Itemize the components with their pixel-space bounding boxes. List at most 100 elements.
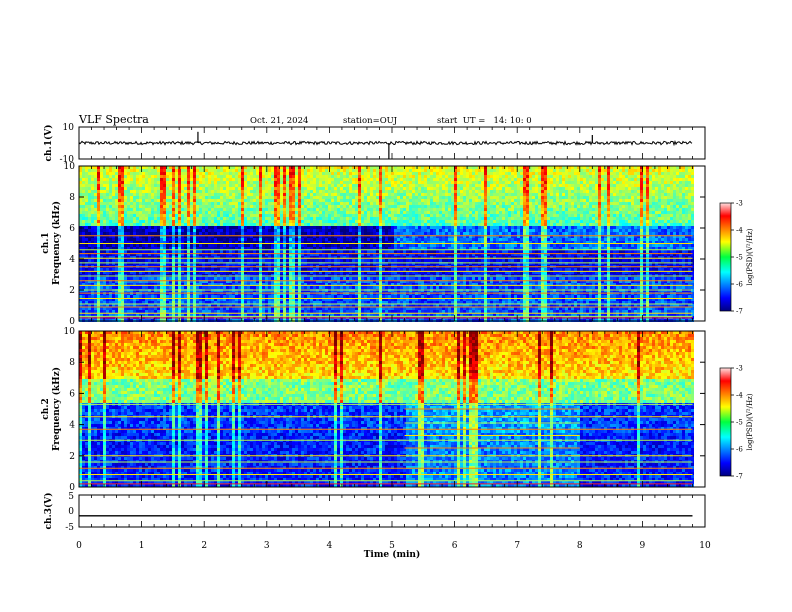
spectrogram-cell (328, 226, 331, 229)
spectrogram-cell (337, 244, 340, 247)
spectrogram-cell (319, 169, 322, 172)
spectrogram-cell (187, 175, 190, 178)
spectrogram-cell (214, 178, 217, 181)
spectrogram-cell (298, 223, 301, 226)
spectrogram-cell (118, 181, 121, 184)
spectrogram-cell (112, 184, 115, 187)
spectrogram-cell (214, 229, 217, 232)
spectrogram-cell (355, 184, 358, 187)
spectrogram-cell (319, 205, 322, 208)
spectrogram-cell (157, 229, 160, 232)
spectrogram-cell (196, 223, 199, 226)
spectrogram-cell (301, 220, 304, 223)
spectrogram-cell (313, 178, 316, 181)
spectrogram-cell (124, 238, 127, 241)
spectrogram-cell (163, 214, 166, 217)
spectrogram-cell (94, 211, 97, 214)
ch1-spectrogram-panel: 0246810 ch.1 Frequency (kHz) (41, 162, 705, 327)
spectrogram-cell (169, 217, 172, 220)
spectrogram-cell (247, 193, 250, 196)
spectrogram-cell (199, 238, 202, 241)
spectrogram-cell (145, 190, 148, 193)
spectrogram-cell (106, 214, 109, 217)
spectrogram-cell (250, 238, 253, 241)
spectrogram-cell (313, 220, 316, 223)
spectrogram-cell (271, 196, 274, 199)
spectrogram-cell (313, 211, 316, 214)
spectrogram-cell (163, 295, 166, 298)
spectrogram-cell (343, 190, 346, 193)
spectrogram-cell (112, 244, 115, 247)
spectrogram-cell (262, 184, 265, 187)
spectrogram-cell (160, 223, 163, 226)
spectrogram-cell (217, 259, 220, 262)
spectrogram-cell (304, 208, 307, 211)
spectrogram-cell (175, 196, 178, 199)
spectrogram-cell (346, 250, 349, 253)
spectrogram-cell (307, 202, 310, 205)
spectrogram-cell (337, 187, 340, 190)
spectrogram-cell (295, 217, 298, 220)
spectrogram-cell (322, 214, 325, 217)
spectrogram-cell (145, 172, 148, 175)
spectrogram-cell (343, 169, 346, 172)
spectrogram-cell (184, 208, 187, 211)
spectrogram-cell (265, 250, 268, 253)
spectrogram-cell (112, 277, 115, 280)
spectrogram-cell (175, 217, 178, 220)
spectrogram-cell (280, 208, 283, 211)
spectrogram-cell (106, 205, 109, 208)
spectrogram-cell (208, 286, 211, 289)
spectrogram-cell (289, 232, 292, 235)
spectrogram-cell (190, 286, 193, 289)
spectrogram-cell (295, 199, 298, 202)
spectrogram-cell (148, 208, 151, 211)
spectrogram-cell (298, 181, 301, 184)
spectrogram-cell (193, 244, 196, 247)
spectrogram-cell (331, 232, 334, 235)
spectrogram-cell (151, 286, 154, 289)
spectrogram-cell (289, 229, 292, 232)
spectrogram-cell (232, 190, 235, 193)
spectrogram-cell (196, 277, 199, 280)
spectrogram-cell (349, 310, 352, 313)
spectrogram-cell (154, 220, 157, 223)
spectrogram-cell (226, 286, 229, 289)
spectrogram-cell (154, 214, 157, 217)
spectrogram-cell (235, 232, 238, 235)
spectrogram-cell (328, 199, 331, 202)
spectrogram-cell (118, 226, 121, 229)
spectrogram-cell (193, 184, 196, 187)
spectrogram-cell (145, 205, 148, 208)
spectrogram-cell (190, 250, 193, 253)
spectrogram-cell (208, 208, 211, 211)
spectrogram-cell (325, 196, 328, 199)
spectrogram-cell (88, 214, 91, 217)
spectrogram-cell (337, 172, 340, 175)
spectrogram-cell (166, 178, 169, 181)
spectrogram-cell (307, 232, 310, 235)
spectrogram-cell (229, 277, 232, 280)
spectrogram-cell (133, 286, 136, 289)
spectrogram-cell (106, 217, 109, 220)
spectrogram-cell (319, 190, 322, 193)
spectrogram-cell (142, 169, 145, 172)
spectrogram-cell (292, 268, 295, 271)
spectrogram-cell (232, 250, 235, 253)
spectrogram-cell (166, 232, 169, 235)
spectrogram-cell (190, 220, 193, 223)
spectrogram-cell (319, 175, 322, 178)
spectrogram-cell (259, 226, 262, 229)
spectrogram-cell (247, 277, 250, 280)
spectrogram-cell (310, 175, 313, 178)
spectrogram-cell (319, 187, 322, 190)
spectrogram-cell (166, 223, 169, 226)
spectrogram-cell (247, 211, 250, 214)
spectrogram-cell (316, 286, 319, 289)
spectrogram-cell (100, 181, 103, 184)
spectrogram-cell (97, 268, 100, 271)
spectrogram-cell (319, 208, 322, 211)
spectrogram-cell (178, 232, 181, 235)
spectrogram-cell (325, 244, 328, 247)
spectrogram-cell (118, 187, 121, 190)
